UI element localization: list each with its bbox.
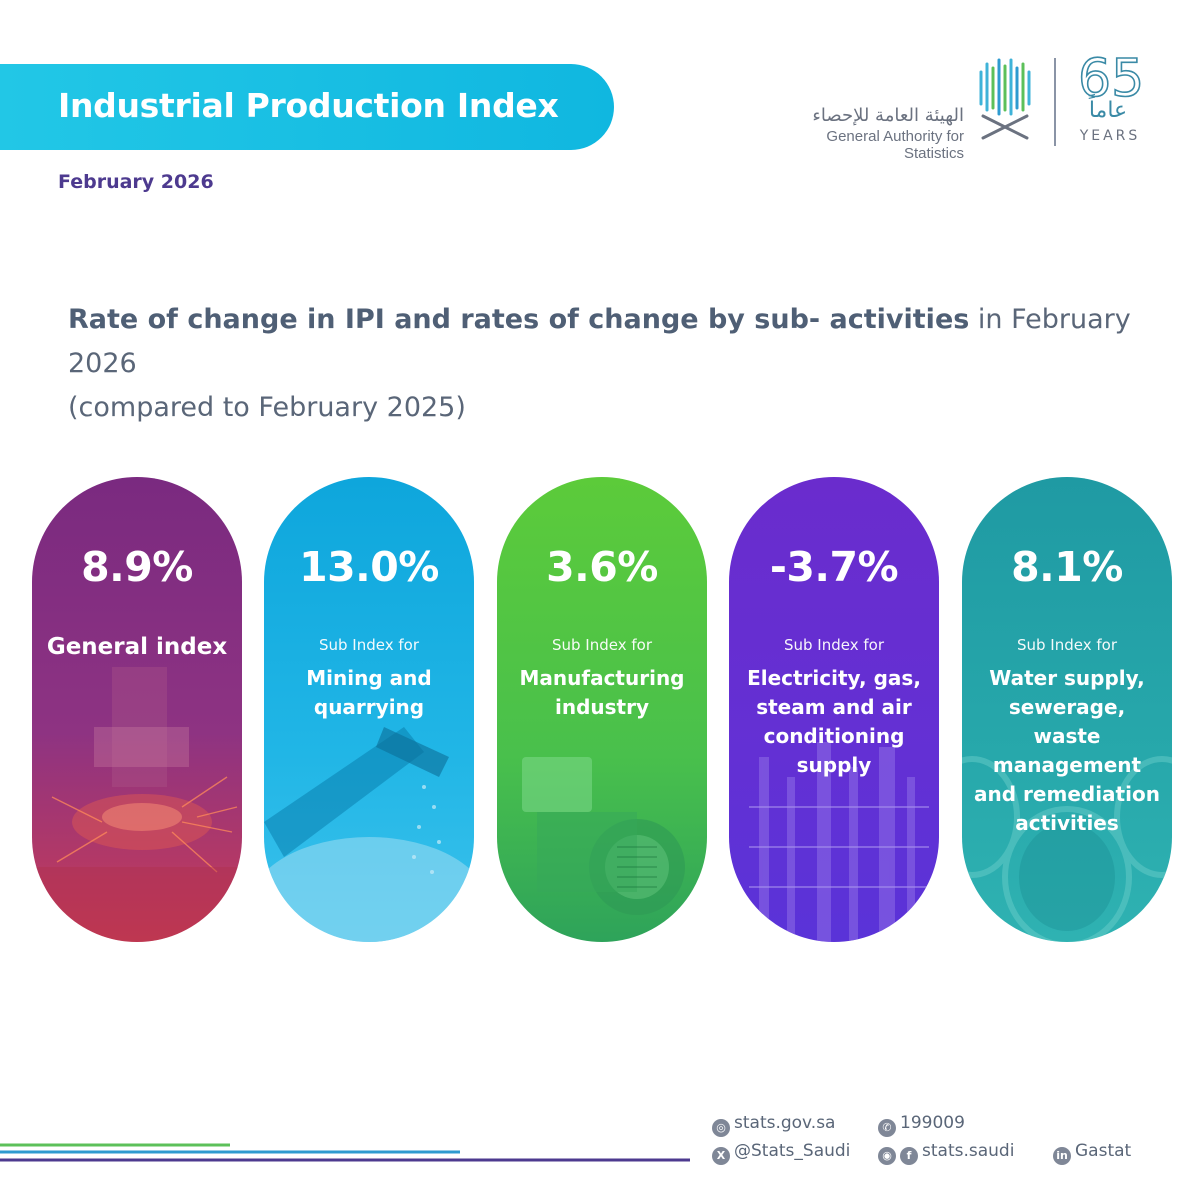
anniversary-65-mark: 65 — [1077, 52, 1145, 102]
logo-separator — [1054, 58, 1056, 146]
logo-arabic-name: الهيئة العامة للإحصاء — [812, 105, 964, 126]
report-period: February 2026 — [58, 171, 214, 193]
website-text: stats.gov.sa — [734, 1113, 836, 1133]
indicator-sub-label: Sub Index for — [1016, 636, 1117, 654]
logo-english-name: General Authority for Statistics — [826, 128, 964, 162]
indicator-name: Mining and quarrying — [306, 666, 432, 719]
contact-linkedin[interactable]: in Gastat — [1053, 1141, 1131, 1165]
contact-website[interactable]: ◎ stats.gov.sa — [712, 1113, 835, 1137]
indicator-name: Electricity, gas, steam and air conditio… — [747, 666, 921, 777]
indicator-card-manufacturing: 3.6% Sub Index for Manufacturing industr… — [497, 477, 707, 942]
x-twitter-icon: X — [712, 1147, 730, 1165]
indicator-name: General index — [46, 634, 228, 660]
refinery-photo-icon — [729, 477, 939, 942]
page-title: Industrial Production Index — [58, 86, 559, 125]
section-heading: Rate of change in IPI and rates of chang… — [68, 298, 1148, 430]
gastat-logo-icon — [979, 58, 1031, 140]
mining-conveyor-photo-icon — [264, 477, 474, 942]
indicator-value: 13.0% — [299, 543, 439, 591]
indicator-sub-label: Sub Index for — [783, 636, 884, 654]
heading-comparison: (compared to February 2025) — [68, 392, 466, 423]
twitter-text: @Stats_Saudi — [734, 1141, 851, 1161]
contact-phone[interactable]: ✆ 199009 — [878, 1113, 965, 1137]
instagram-icon: ◉ — [878, 1147, 896, 1165]
drill-photo-icon — [32, 477, 242, 942]
anniversary-arabic: عاماً — [1088, 98, 1128, 123]
indicator-name: Water supply, sewerage, waste management… — [974, 666, 1160, 835]
motor-photo-icon — [497, 477, 707, 942]
indicator-card-general: 8.9% General index — [32, 477, 242, 942]
indicator-cards: 8.9% General index 13.0% Sub Index for M… — [32, 477, 1172, 942]
contact-twitter[interactable]: X @Stats_Saudi — [712, 1141, 850, 1165]
indicator-card-electricity: -3.7% Sub Index for Electricity, gas, st… — [729, 477, 939, 942]
indicator-value: 8.9% — [81, 543, 193, 591]
linkedin-text: Gastat — [1075, 1141, 1132, 1161]
indicator-sub-label: Sub Index for — [551, 636, 652, 654]
footer-decorative-lines — [0, 1143, 690, 1162]
phone-text: 199009 — [900, 1113, 965, 1133]
phone-icon: ✆ — [878, 1119, 896, 1137]
anniversary-number: 65 — [1078, 52, 1144, 102]
indicator-value: 8.1% — [1011, 543, 1123, 591]
indicator-card-water: 8.1% Sub Index for Water supply, sewerag… — [962, 477, 1172, 942]
indicator-value: -3.7% — [769, 543, 899, 591]
anniversary-english: YEARS — [1079, 128, 1141, 144]
heading-regular: in February 2026 — [68, 304, 1131, 379]
indicator-name: Manufacturing industry — [519, 666, 685, 719]
title-banner: Industrial Production Index — [0, 64, 614, 150]
globe-icon: ◎ — [712, 1119, 730, 1137]
pipes-photo-icon — [962, 477, 1172, 942]
indicator-sub-label: Sub Index for — [318, 636, 419, 654]
indicator-card-mining: 13.0% Sub Index for Mining and quarrying — [264, 477, 474, 942]
heading-bold: Rate of change in IPI and rates of chang… — [68, 304, 970, 335]
social-text: stats.saudi — [922, 1141, 1015, 1161]
linkedin-icon: in — [1053, 1147, 1071, 1165]
facebook-icon: f — [900, 1147, 918, 1165]
indicator-value: 3.6% — [546, 543, 658, 591]
contact-social[interactable]: ◉ f stats.saudi — [878, 1141, 1014, 1165]
